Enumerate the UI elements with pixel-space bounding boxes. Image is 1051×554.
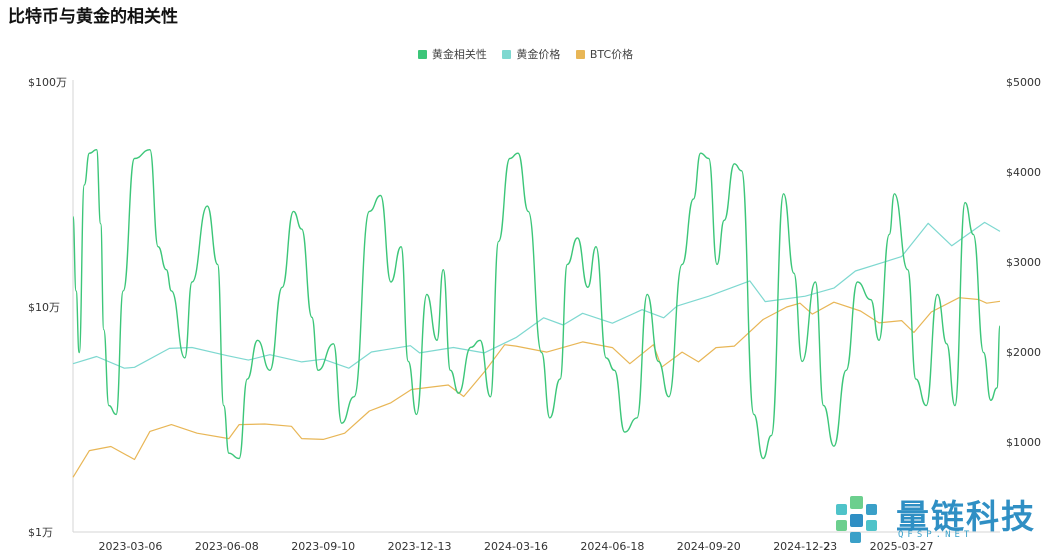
series-layer xyxy=(72,149,1001,478)
x-axis-tick-label: 2024-09-20 xyxy=(677,540,741,552)
x-axis-tick-label: 2023-12-13 xyxy=(388,540,452,552)
x-axis-tick-label: 2023-03-06 xyxy=(98,540,162,552)
series-line-gold-price xyxy=(72,221,1001,369)
left-axis-tick-label: $1万 xyxy=(28,526,53,539)
chart-legend: 黄金相关性 黄金价格 BTC价格 xyxy=(0,46,1051,62)
series-line-btc-price xyxy=(72,297,1001,478)
x-axis-tick-label: 2024-12-23 xyxy=(773,540,837,552)
x-axis-tick-label: 2023-06-08 xyxy=(195,540,259,552)
page-title: 比特币与黄金的相关性 xyxy=(8,7,178,27)
legend-swatch xyxy=(417,50,427,59)
right-axis-tick-label: $4000 xyxy=(1006,166,1041,179)
watermark-text: 量链科技 xyxy=(896,497,1036,536)
legend-swatch xyxy=(575,50,585,59)
legend-item-btc-price[interactable]: BTC价格 xyxy=(575,46,634,62)
left-axis-ticks: $1万 $10万 $100万 xyxy=(28,76,67,539)
legend-label: BTC价格 xyxy=(589,48,634,61)
right-axis-ticks: $1000 $2000 $3000 $4000 $5000 xyxy=(1006,76,1041,449)
right-axis-tick-label: $5000 xyxy=(1006,76,1041,89)
right-axis-tick-label: $3000 xyxy=(1006,256,1041,269)
watermark-subtext: QFSP.NET xyxy=(898,530,974,540)
x-axis-ticks: 2023-03-06 2023-06-08 2023-09-10 2023-12-13… xyxy=(98,540,933,552)
right-axis-tick-label: $1000 xyxy=(1006,436,1041,449)
left-axis-tick-label: $10万 xyxy=(28,301,60,314)
x-axis-tick-label: 2025-03-27 xyxy=(870,540,934,552)
legend-item-gold-correlation[interactable]: 黄金相关性 xyxy=(417,46,487,62)
x-axis-tick-label: 2024-06-18 xyxy=(580,540,644,552)
legend-item-gold-price[interactable]: 黄金价格 xyxy=(502,46,560,62)
legend-swatch xyxy=(502,50,512,59)
series-line-gold-correlation xyxy=(72,149,1001,460)
x-axis-tick-label: 2 xyxy=(824,540,831,552)
legend-label: 黄金价格 xyxy=(516,48,561,61)
qfsp-logo-icon xyxy=(836,496,877,543)
x-axis-tick-label: 2024-03-16 xyxy=(484,540,548,552)
legend-label: 黄金相关性 xyxy=(431,48,487,61)
right-axis-tick-label: $2000 xyxy=(1006,346,1041,359)
left-axis-tick-label: $100万 xyxy=(28,76,67,89)
x-axis-tick-label: 2023-09-10 xyxy=(291,540,355,552)
watermark: 量链科技 QFSP.NET xyxy=(832,490,1047,550)
